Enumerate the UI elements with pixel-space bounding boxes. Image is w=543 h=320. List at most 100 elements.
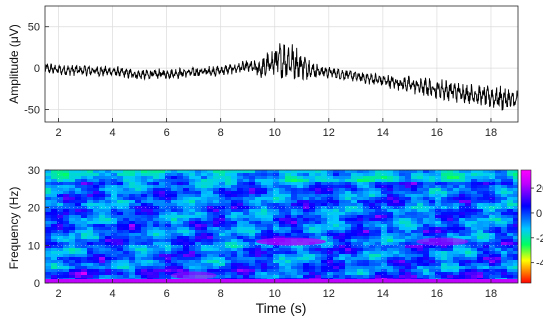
- spectrogram-cell: [207, 245, 214, 249]
- spectrogram-cell: [411, 248, 418, 252]
- spectrogram-cell: [459, 236, 466, 240]
- spectrogram-cell: [201, 176, 208, 180]
- spectrogram-cell: [51, 182, 58, 186]
- spectrogram-cell: [189, 251, 196, 255]
- amplitude-x-tick-label: 10: [269, 127, 281, 139]
- spectrogram-cell: [99, 176, 106, 180]
- spectrogram-cell: [147, 179, 154, 183]
- spectrogram-cell: [279, 197, 286, 201]
- spectrogram-cell: [81, 251, 88, 255]
- spectrogram-cell: [255, 227, 262, 231]
- spectrogram-cell: [405, 242, 412, 246]
- spectrogram-cell: [261, 275, 268, 279]
- spectrogram-cell: [159, 179, 166, 183]
- spectrogram-cell: [357, 221, 364, 225]
- spectrogram-cell: [363, 203, 370, 207]
- spectrogram-cell: [399, 176, 406, 180]
- spectrogram-grid: [45, 170, 518, 283]
- spectrogram-cell: [315, 266, 322, 270]
- spectrogram-cell: [411, 173, 418, 177]
- spectrogram-cell: [351, 191, 358, 195]
- spectrogram-cell: [75, 224, 82, 228]
- spectrogram-cell: [177, 173, 184, 177]
- spectrogram-cell: [327, 212, 334, 216]
- spectrogram-cell: [285, 191, 292, 195]
- spectrogram-cell: [411, 242, 418, 246]
- spectrogram-cell: [363, 236, 370, 240]
- spectrogram-cell: [405, 215, 412, 219]
- spectrogram-cell: [135, 194, 142, 198]
- spectrogram-cell: [375, 194, 382, 198]
- spectrogram-cell: [411, 227, 418, 231]
- spectrogram-cell: [405, 248, 412, 252]
- spectrogram-cell: [339, 182, 346, 186]
- spectrogram-cell: [129, 236, 136, 240]
- spectrogram-cell: [375, 170, 382, 174]
- spectrogram-cell: [285, 227, 292, 231]
- spectrogram-cell: [225, 260, 232, 264]
- spectrogram-cell: [153, 191, 160, 195]
- spectrogram-cell: [189, 266, 196, 270]
- spectrogram-cell: [135, 239, 142, 243]
- spectrogram-cell: [447, 173, 454, 177]
- spectrogram-cell: [369, 203, 376, 207]
- spectrogram-cell: [381, 185, 388, 189]
- spectrogram-cell: [447, 248, 454, 252]
- spectrogram-cell: [183, 194, 190, 198]
- spectrogram-cell: [243, 254, 250, 258]
- spectrogram-cell: [177, 242, 184, 246]
- spectrogram-cell: [177, 233, 184, 237]
- spectrogram-cell: [69, 182, 76, 186]
- spectrogram-cell: [153, 275, 160, 279]
- spectrogram-cell: [333, 185, 340, 189]
- spectrogram-cell: [303, 251, 310, 255]
- spectrogram-cell: [123, 248, 130, 252]
- spectrogram-cell: [513, 242, 518, 246]
- spectrogram-cell: [411, 176, 418, 180]
- spectrogram-cell: [231, 230, 238, 234]
- spectrogram-cell: [105, 212, 112, 216]
- spectrogram-cell: [177, 212, 184, 216]
- spectrogram-cell: [135, 212, 142, 216]
- spectrogram-cell: [513, 170, 518, 174]
- spectrogram-cell: [357, 260, 364, 264]
- spectrogram-cell: [393, 272, 400, 276]
- spectrogram-cell: [225, 200, 232, 204]
- spectrogram-cell: [267, 269, 274, 273]
- spectrogram-cell: [417, 182, 424, 186]
- spectrogram-cell: [459, 254, 466, 258]
- spectrogram-cell: [321, 209, 328, 213]
- spectrogram-cell: [513, 263, 518, 267]
- spectrogram-cell: [339, 272, 346, 276]
- spectrogram-cell: [345, 248, 352, 252]
- spectrogram-cell: [87, 260, 94, 264]
- spectrogram-cell: [177, 260, 184, 264]
- spectrogram-cell: [501, 176, 508, 180]
- spectrogram-cell: [81, 191, 88, 195]
- spectrogram-cell: [219, 263, 226, 267]
- spectrogram-cell: [351, 209, 358, 213]
- spectrogram-cell: [513, 215, 518, 219]
- spectrogram-cell: [153, 254, 160, 258]
- spectrogram-cell: [81, 173, 88, 177]
- spectrogram-cell: [339, 194, 346, 198]
- spectrogram-cell: [495, 230, 502, 234]
- spectrogram-cell: [417, 233, 424, 237]
- spectrogram-cell: [423, 206, 430, 210]
- spectrogram-cell: [123, 269, 130, 273]
- spectrogram-cell: [219, 206, 226, 210]
- colorbar-tick-label: 20: [536, 183, 543, 195]
- spectrogram-cell: [219, 239, 226, 243]
- spectrogram-cell: [291, 188, 298, 192]
- spectrogram-cell: [51, 242, 58, 246]
- spectrogram-cell: [285, 212, 292, 216]
- spectrogram-cell: [225, 236, 232, 240]
- spectrogram-cell: [123, 221, 130, 225]
- spectrogram-cell: [213, 260, 220, 264]
- spectrogram-cell: [51, 188, 58, 192]
- spectrogram-cell: [69, 218, 76, 222]
- spectrogram-cell: [405, 269, 412, 273]
- spectrogram-cell: [375, 218, 382, 222]
- spectrogram-cell: [513, 251, 518, 255]
- spectrogram-cell: [447, 221, 454, 225]
